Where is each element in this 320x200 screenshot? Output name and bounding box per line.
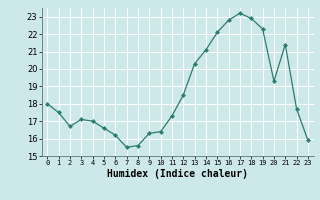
X-axis label: Humidex (Indice chaleur): Humidex (Indice chaleur) [107, 169, 248, 179]
